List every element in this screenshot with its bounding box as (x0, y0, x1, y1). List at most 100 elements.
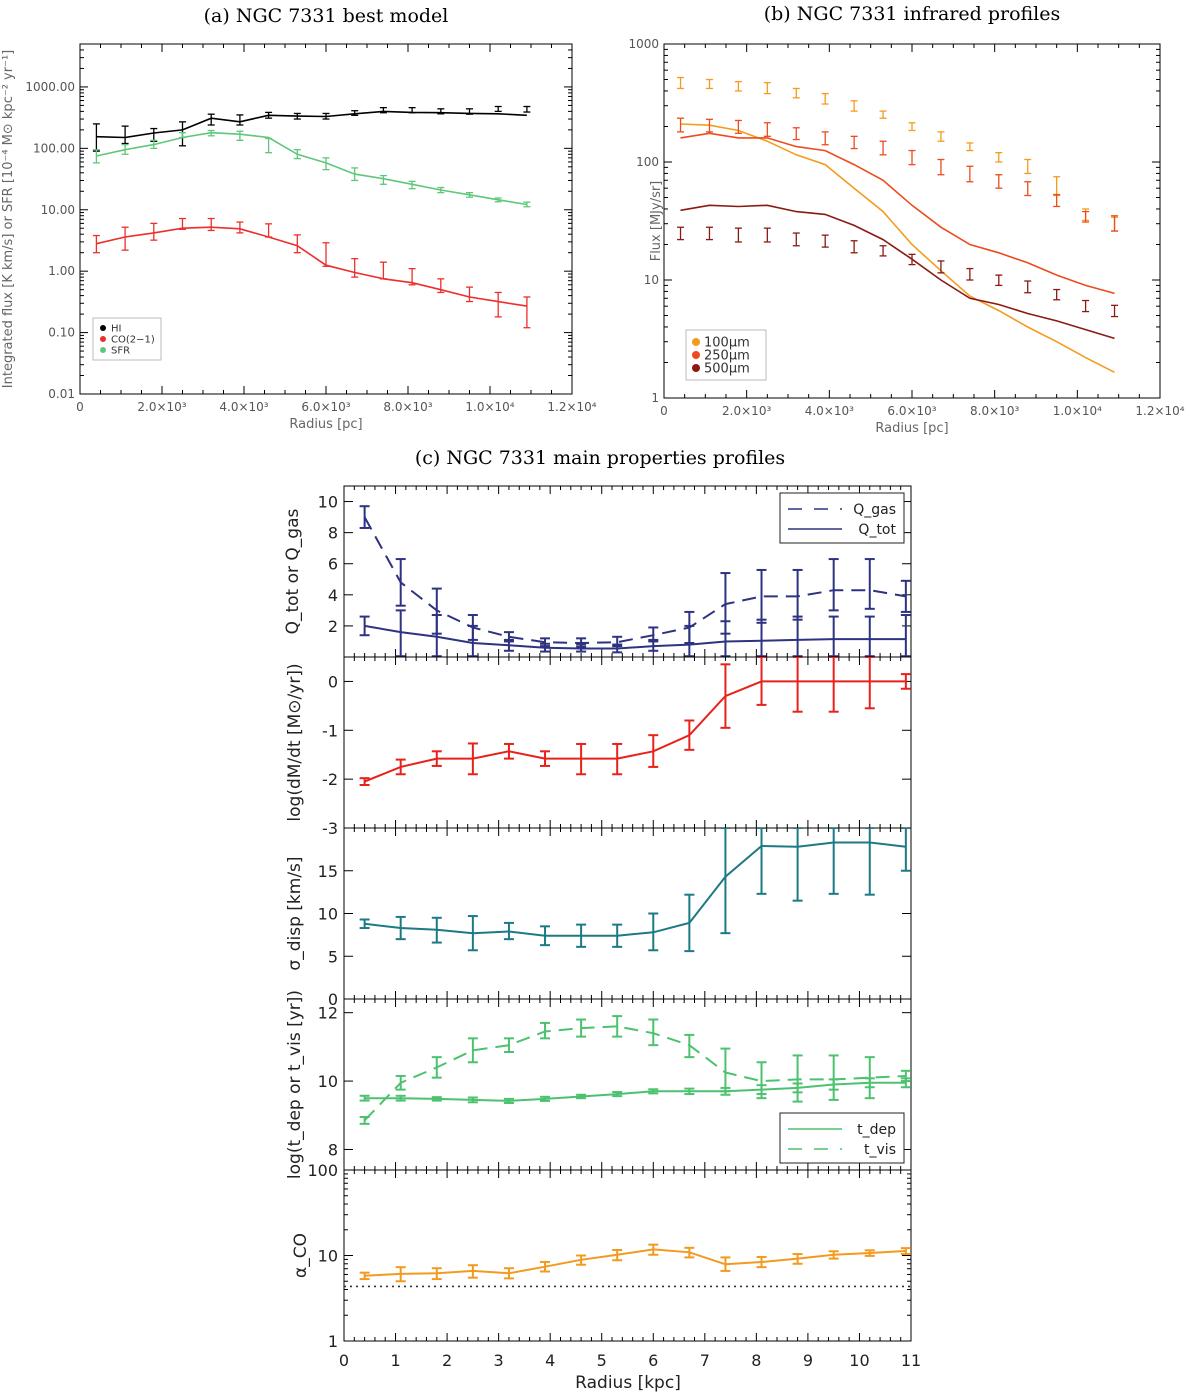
error-bar (523, 296, 531, 329)
y-tick-label: 1.00 (48, 264, 75, 278)
y-tick-label: 10 (318, 493, 338, 512)
x-tick-label: 0 (660, 404, 668, 418)
error-bar (828, 1054, 839, 1101)
error-bar (431, 1056, 442, 1079)
y-axis-label: Flux [MJy/sr] (649, 181, 664, 262)
error-bar (648, 1088, 659, 1095)
error-bar (121, 226, 129, 251)
y-tick-label: 0.01 (48, 387, 75, 401)
x-tick-label: 5 (597, 1351, 607, 1370)
model-line-2 (96, 131, 528, 206)
error-bar (437, 108, 445, 115)
y-axis-label: log(dM/dt [M⊙/yr]) (285, 663, 305, 821)
subpanel-4: 1 10 100 α_CO (291, 1161, 912, 1351)
y-tick-label: 2 (328, 617, 338, 636)
error-bar (293, 234, 301, 254)
y-tick-label: 10 (318, 905, 338, 924)
error-bar (1082, 210, 1090, 223)
error-bar (540, 642, 551, 653)
series-line-0 (364, 680, 906, 783)
error-bar (756, 618, 767, 657)
error-bar (265, 137, 273, 154)
error-bar (395, 1094, 406, 1102)
error-bar (431, 1267, 442, 1281)
chart-panel-2: (c) NGC 7331 main properties profiles 2 4 6… (283, 447, 921, 1393)
x-tick-label: 9 (803, 1351, 813, 1370)
error-bar (879, 140, 887, 156)
subpanel-1: -3 -2 -1 0 log(dM/dt [M⊙/yr]) (285, 656, 912, 838)
x-tick-label: 0 (339, 1351, 349, 1370)
error-bar (408, 267, 416, 286)
error-bar (995, 152, 1003, 163)
error-bar (677, 76, 685, 90)
error-bar (734, 227, 742, 243)
y-tick-label: 8 (328, 1140, 338, 1159)
legend-label: 250μm (704, 349, 750, 364)
error-bar (612, 1248, 623, 1262)
error-bar (612, 1015, 623, 1038)
y-tick-label: 0 (328, 672, 338, 691)
x-tick-label: 7 (700, 1351, 710, 1370)
error-bar (265, 111, 273, 119)
error-bar (900, 1069, 911, 1083)
subpanel-3: 8 10 12 log(t_dep or t_vis [yr]) t_dep t_vis (285, 990, 912, 1179)
error-bar (503, 742, 514, 760)
error-bar (705, 78, 713, 90)
subpanel-2: 0 5 10 15 σ_disp [km/s] (285, 827, 912, 1009)
error-bar (359, 777, 370, 787)
x-axis-label: Radius [pc] (289, 417, 362, 432)
error-bar (792, 828, 803, 902)
x-tick-label: 4.0×10³ (805, 404, 854, 418)
model-line-0 (96, 110, 527, 139)
x-tick-label: 8.0×10³ (383, 400, 432, 414)
y-tick-label: 0.10 (48, 326, 75, 340)
series-group (359, 657, 911, 787)
legend-marker (100, 325, 106, 331)
error-bar (207, 217, 215, 232)
error-bar (466, 108, 473, 115)
error-bar (734, 119, 742, 134)
error-bar (850, 240, 858, 254)
error-bar (864, 558, 875, 610)
error-bar (720, 663, 731, 729)
error-bar (864, 1249, 875, 1257)
error-bar (322, 157, 330, 171)
error-bar (467, 1264, 478, 1279)
error-bar (150, 127, 158, 142)
error-bar (179, 132, 186, 139)
error-bar (431, 916, 442, 944)
error-bar (879, 245, 887, 257)
error-bar (92, 234, 100, 254)
x-axis-label: Radius [kpc] (575, 1373, 681, 1393)
error-bar (236, 114, 244, 126)
error-bar (828, 1250, 839, 1260)
error-bar (359, 1115, 370, 1125)
chart-panel-1: (b) NGC 7331 infrared profiles 0 2.0×10³ 4.… (628, 3, 1184, 436)
error-bar (612, 923, 623, 948)
error-bar (1053, 193, 1061, 208)
error-bar (359, 918, 370, 930)
error-bar (821, 131, 829, 146)
error-bar (850, 100, 858, 112)
y-tick-label: 6 (328, 555, 338, 574)
y-axis-label: Integrated flux [K km/s] or SFR [10⁻⁴ M⊙… (1, 50, 16, 388)
error-bar (937, 260, 945, 274)
y-tick-label: 10 (318, 1247, 338, 1266)
error-bar (467, 1037, 478, 1064)
model-line-1 (96, 226, 528, 307)
error-bar (792, 615, 803, 657)
series-line-0 (364, 1081, 906, 1102)
error-bar (359, 505, 370, 529)
error-bar (937, 131, 945, 142)
error-bar (1024, 280, 1032, 294)
error-bar (908, 253, 916, 266)
error-bar (684, 893, 695, 953)
error-bar (756, 828, 767, 895)
error-bar (684, 624, 695, 657)
error-bar (763, 227, 771, 243)
x-tick-label: 0 (76, 400, 84, 414)
legend-label: SFR (111, 346, 130, 357)
error-bar (720, 1256, 731, 1272)
error-bar (494, 197, 502, 203)
y-tick-label: -1 (322, 721, 338, 740)
